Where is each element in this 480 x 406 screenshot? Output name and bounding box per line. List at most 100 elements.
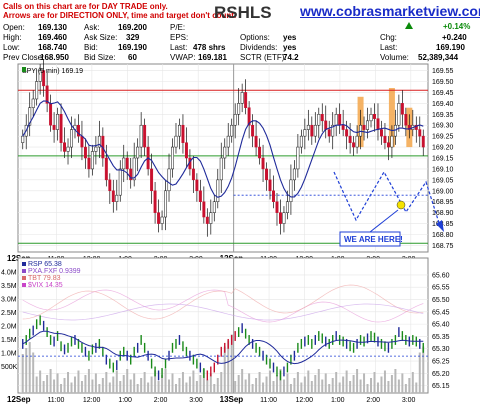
candle-body <box>251 124 255 137</box>
lower-x-tick-label: 13Sep <box>220 395 244 404</box>
volume-bar <box>126 369 129 393</box>
candle-body <box>153 190 157 213</box>
candle-body <box>244 92 248 108</box>
volume-bar <box>181 372 184 393</box>
volume-bar <box>404 384 407 393</box>
volume-bar <box>101 378 104 393</box>
ask-size-value: 329 <box>126 33 140 42</box>
low-value: 168.740 <box>38 43 67 52</box>
volume-bar <box>136 384 139 393</box>
candle-body <box>76 124 80 137</box>
candle-body <box>362 124 366 130</box>
volume-bar <box>366 384 369 393</box>
candle-body <box>254 135 258 148</box>
price-tick-label: 169.10 <box>432 166 454 173</box>
candle-body <box>400 103 404 115</box>
volume-bar <box>67 372 70 393</box>
volume-bar <box>286 373 289 393</box>
volume-bar <box>129 379 132 393</box>
pe-label: P/E: <box>170 23 186 32</box>
day-trade-notice: Calls on this chart are for DAY TRADE on… <box>3 2 168 11</box>
volume-bar <box>383 370 386 393</box>
volume-bar <box>418 352 421 393</box>
candle-body <box>421 135 425 148</box>
candle-body <box>237 103 241 115</box>
candle-body <box>310 124 314 137</box>
volume-bar <box>108 382 111 393</box>
candle-body <box>35 81 39 100</box>
volume-bar <box>213 384 216 393</box>
candle-body <box>104 157 108 181</box>
volume-value: 52,389,344 <box>418 53 459 62</box>
lower-x-tick-label: 12:00 <box>83 397 101 404</box>
tbt-line <box>22 284 424 320</box>
options-label: Options: <box>240 33 270 42</box>
volume-bar <box>251 384 254 393</box>
candle-body <box>383 135 387 143</box>
candle-body <box>195 179 199 192</box>
lower-y-axis: 65.60 65.55 65.50 65.45 65.40 65.35 65.30 65.25… <box>1 270 450 391</box>
site-link[interactable]: www.cobrasmarketview.com <box>300 3 480 19</box>
price-tick-label: 169.40 <box>432 101 454 108</box>
volume-bar <box>39 370 42 393</box>
lower-right-tick: 65.55 <box>432 285 450 292</box>
volume-bar <box>168 379 171 393</box>
lower-x-tick-label: 1:00 <box>118 397 132 404</box>
volume-bar <box>150 376 153 393</box>
candle-body <box>171 146 174 170</box>
ask-value: 169.200 <box>118 23 147 32</box>
candle-body <box>129 168 133 181</box>
candle-body <box>45 85 49 104</box>
candle-body <box>108 179 112 192</box>
price-tick-label: 169.55 <box>432 68 454 75</box>
volume-bar <box>227 340 230 393</box>
candle-body <box>285 201 289 213</box>
candle-body <box>359 124 363 137</box>
candle-body <box>49 103 53 126</box>
candle-body <box>219 157 223 181</box>
volume-bar <box>216 378 219 393</box>
candle-body <box>63 142 67 152</box>
lower-right-tick: 65.20 <box>432 371 450 378</box>
candle-body <box>160 216 164 224</box>
price-y-axis: 169.55 169.50 169.45 169.40 169.35 169.30 169.… <box>432 68 454 250</box>
sctr-value: 74.2 <box>283 53 299 62</box>
lower-legend-entry: $VIX 14.35 <box>28 282 63 289</box>
candle-body <box>125 157 129 170</box>
open-value: 169.130 <box>38 23 67 32</box>
price-tick-label: 169.15 <box>432 156 454 163</box>
candle-body <box>275 201 279 213</box>
dividends-label: Dividends: <box>240 43 278 52</box>
candle-body <box>216 179 220 202</box>
rsp-average <box>22 330 424 365</box>
bid-value: 169.190 <box>118 43 147 52</box>
candle-body <box>198 190 202 202</box>
price-legend: SPY (5 min) 169.19 <box>22 68 83 75</box>
volume-bar <box>63 378 66 393</box>
lower-right-tick: 65.45 <box>432 309 450 316</box>
moving-average-line <box>22 100 424 198</box>
candle-body <box>115 194 119 202</box>
lower-x-tick-label: 12Sep <box>7 395 31 404</box>
volume-bar <box>49 369 52 393</box>
prev-close-label: Prev Close: <box>3 53 45 62</box>
options-value: yes <box>283 33 297 42</box>
candle-body <box>397 103 401 126</box>
volume-bar <box>307 370 310 393</box>
lower-panel <box>17 257 429 394</box>
volume-bar <box>154 370 157 393</box>
lower-x-tick-label: 1:00 <box>331 397 345 404</box>
bid-size-label: Bid Size: <box>84 53 116 62</box>
candle-body <box>38 70 42 82</box>
volume-bar <box>265 376 268 393</box>
up-arrow-icon <box>405 22 413 29</box>
ask-size-label: Ask Size: <box>84 33 118 42</box>
open-label: Open: <box>3 23 25 32</box>
lower-legend-entry: RSP 65.38 <box>28 261 62 268</box>
candle-body <box>324 120 328 130</box>
volume-bar <box>394 369 397 393</box>
candle-body <box>226 135 230 148</box>
lower-right-tick: 65.60 <box>432 272 450 279</box>
volume-bar <box>199 375 202 393</box>
lower-x-tick-label: 12:00 <box>296 397 314 404</box>
